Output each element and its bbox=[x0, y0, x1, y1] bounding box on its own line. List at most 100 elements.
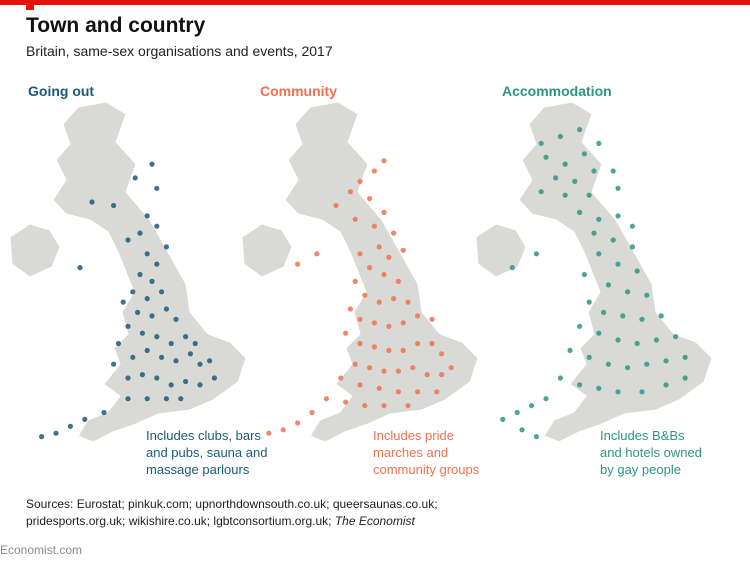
location-dot bbox=[367, 365, 373, 371]
location-dot bbox=[149, 161, 155, 167]
location-dot bbox=[673, 334, 679, 340]
location-dot bbox=[615, 213, 621, 219]
location-dot bbox=[144, 213, 150, 219]
location-dot bbox=[352, 361, 358, 367]
location-dot bbox=[39, 434, 45, 440]
britain-landmass bbox=[241, 102, 479, 443]
location-dot bbox=[144, 347, 150, 353]
caption-accommodation: Includes B&Bs and hotels owned by gay pe… bbox=[600, 428, 702, 477]
location-dot bbox=[434, 389, 440, 395]
location-dot bbox=[371, 320, 377, 326]
caption-going-out: Includes clubs, bars and pubs, sauna and… bbox=[146, 428, 268, 477]
location-dot bbox=[371, 223, 377, 229]
location-dot bbox=[658, 313, 664, 319]
location-dot bbox=[605, 282, 611, 288]
location-dot bbox=[596, 330, 602, 336]
location-dot bbox=[386, 347, 392, 353]
location-dot bbox=[405, 403, 411, 409]
footer-brand: Economist.com bbox=[0, 543, 83, 557]
location-dot bbox=[615, 185, 621, 191]
location-dot bbox=[168, 340, 174, 347]
location-dot bbox=[625, 365, 631, 371]
location-dot bbox=[557, 133, 563, 140]
location-dot bbox=[514, 409, 520, 416]
location-dot bbox=[538, 140, 544, 146]
location-dot bbox=[596, 140, 602, 146]
location-dot bbox=[577, 209, 583, 215]
location-dot bbox=[295, 261, 301, 267]
location-dot bbox=[101, 409, 107, 416]
location-dot bbox=[132, 175, 138, 181]
sources-line-2: pridesports.org.uk; wikishire.co.uk; lgb… bbox=[26, 513, 438, 530]
location-dot bbox=[533, 251, 539, 257]
location-dot bbox=[347, 189, 353, 195]
location-dot bbox=[137, 271, 143, 278]
location-dot bbox=[333, 202, 339, 209]
location-dot bbox=[173, 358, 179, 364]
location-dot bbox=[682, 375, 688, 381]
location-dot bbox=[529, 403, 535, 409]
location-dot bbox=[395, 389, 401, 395]
location-dot bbox=[53, 430, 59, 436]
location-dot bbox=[183, 334, 189, 340]
location-dot bbox=[615, 261, 621, 267]
location-dot bbox=[357, 316, 363, 322]
location-dot bbox=[509, 265, 515, 271]
location-dot bbox=[448, 365, 454, 371]
location-dot bbox=[400, 247, 406, 253]
location-dot bbox=[381, 158, 387, 164]
location-dot bbox=[586, 354, 592, 360]
panel-title-going-out: Going out bbox=[28, 83, 95, 99]
dots-accommodation bbox=[500, 127, 688, 440]
location-dot bbox=[343, 399, 349, 405]
location-dot bbox=[357, 251, 363, 257]
location-dot bbox=[429, 340, 435, 347]
map-accommodation bbox=[475, 102, 713, 443]
location-dot bbox=[596, 216, 602, 222]
location-dot bbox=[610, 237, 616, 243]
location-dot bbox=[120, 299, 126, 305]
location-dot bbox=[192, 340, 198, 347]
location-dot bbox=[187, 351, 193, 357]
location-dot bbox=[620, 313, 626, 319]
location-dot bbox=[130, 289, 136, 295]
location-dot bbox=[139, 372, 145, 378]
location-dot bbox=[125, 375, 131, 381]
location-dot bbox=[280, 427, 286, 433]
location-dot bbox=[405, 299, 411, 305]
location-dot bbox=[295, 420, 301, 426]
location-dot bbox=[115, 340, 121, 347]
location-dot bbox=[381, 368, 387, 374]
location-dot bbox=[309, 409, 315, 416]
location-dot bbox=[395, 368, 401, 374]
caption-community: Includes pride marches and community gro… bbox=[373, 428, 480, 477]
location-dot bbox=[154, 334, 160, 340]
location-dot bbox=[130, 354, 136, 360]
location-dot bbox=[82, 416, 88, 422]
accent-bar bbox=[0, 0, 750, 5]
location-dot bbox=[376, 385, 382, 391]
location-dot bbox=[168, 382, 174, 388]
location-dot bbox=[362, 292, 368, 298]
location-dot bbox=[144, 296, 150, 302]
location-dot bbox=[562, 192, 568, 198]
location-dot bbox=[154, 223, 160, 229]
location-dot bbox=[371, 168, 377, 174]
location-dot bbox=[163, 244, 169, 250]
location-dot bbox=[362, 403, 368, 409]
location-dot bbox=[538, 189, 544, 195]
location-dot bbox=[591, 230, 597, 236]
location-dot bbox=[634, 268, 640, 274]
location-dot bbox=[197, 382, 203, 388]
location-dot bbox=[682, 354, 688, 360]
location-dot bbox=[137, 230, 143, 236]
location-dot bbox=[586, 192, 592, 198]
location-dot bbox=[77, 265, 83, 271]
location-dot bbox=[144, 251, 150, 257]
location-dot bbox=[125, 396, 131, 402]
location-dot bbox=[581, 271, 587, 278]
location-dot bbox=[410, 365, 416, 371]
location-dot bbox=[424, 372, 430, 378]
location-dot bbox=[154, 375, 160, 381]
location-dot bbox=[586, 299, 592, 305]
